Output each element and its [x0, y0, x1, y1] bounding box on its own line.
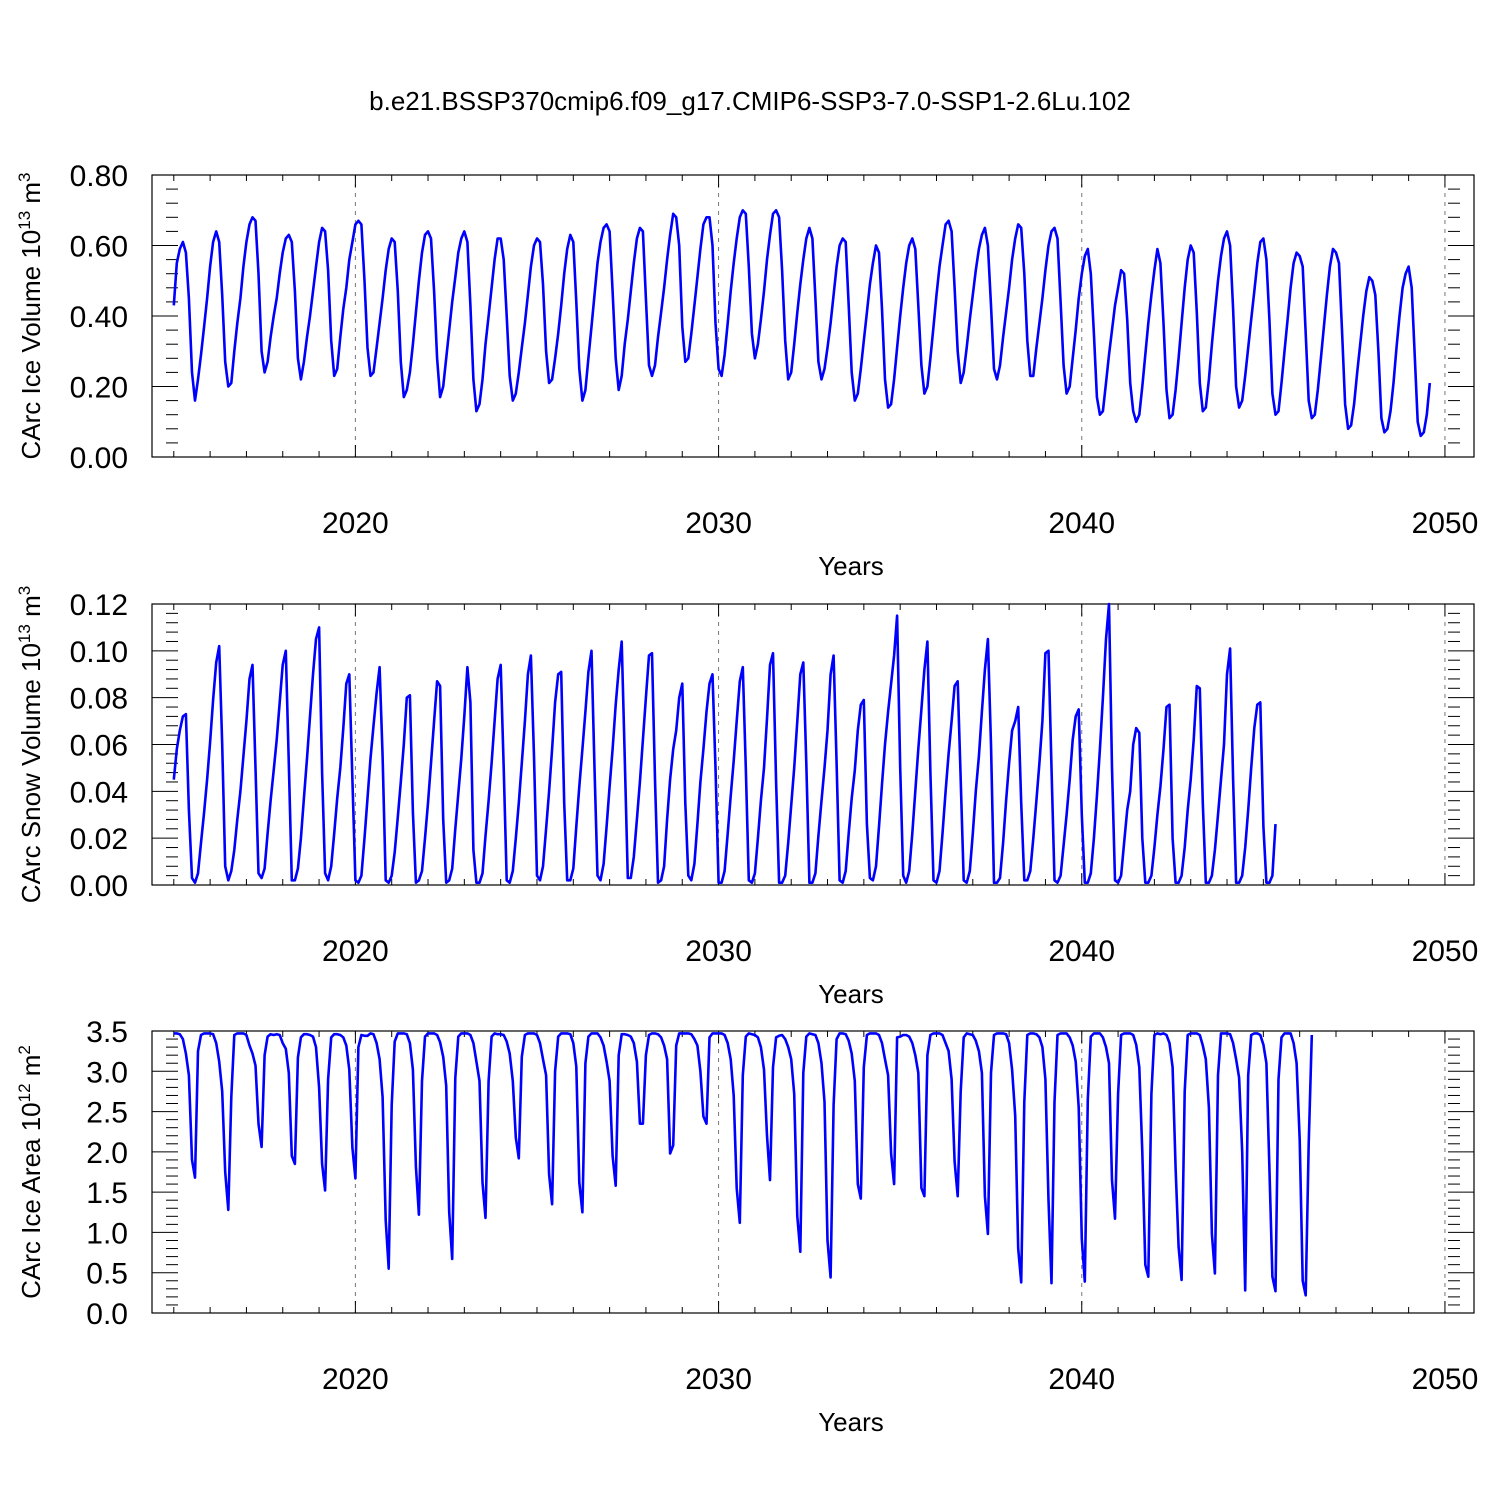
y-tick-label: 0.20 [70, 372, 128, 405]
y-tick-label: 1.0 [86, 1217, 128, 1250]
y-tick-label: 0.0 [86, 1298, 128, 1331]
y-tick-label: 0.00 [70, 442, 128, 475]
x-axis-label: Years [818, 1407, 884, 1437]
y-axis-label-exponent: 3 [15, 172, 34, 181]
y-tick-label: 0.06 [70, 730, 128, 763]
x-axis-label: Years [818, 979, 884, 1009]
y-tick-label: 0.08 [70, 683, 128, 716]
y-axis-label-text: CArc Snow Volume 10 [16, 643, 46, 903]
y-axis-label-exponent: 13 [15, 211, 34, 230]
panel-3: 2020 2030 2040 2050 Years 0.0 0.5 1.0 1.5 2.0 2.5 3… [15, 1016, 1478, 1437]
y-axis-label-exponent: 2 [15, 1045, 34, 1054]
x-axis-label: Years [818, 551, 884, 581]
series-line-1 [172, 209, 1432, 438]
y-tick-label: 0.12 [70, 589, 128, 622]
x-tick-label: 2050 [1412, 935, 1479, 968]
y-tick-label: 2.5 [86, 1097, 128, 1130]
x-tick-label: 2040 [1048, 507, 1115, 540]
y-tick-label: 3.0 [86, 1056, 128, 1089]
y-axis-label-text: m [16, 1055, 46, 1084]
x-tick-label: 2030 [685, 935, 752, 968]
series-line-1 [173, 1032, 1314, 1297]
y-axis-label-exponent: 12 [15, 1083, 34, 1102]
y-axis-label-text: CArc Ice Volume 10 [16, 230, 46, 460]
y-tick-label: 0.5 [86, 1258, 128, 1291]
x-tick-label: 2050 [1412, 1363, 1479, 1396]
y-tick-label: 0.02 [70, 823, 128, 856]
y-tick-label: 0.40 [70, 301, 128, 334]
y-axis-label-exponent: 13 [15, 624, 34, 643]
y-tick-label: 3.5 [86, 1016, 128, 1049]
y-tick-label: 0.00 [70, 870, 128, 903]
y-tick-label: 0.04 [70, 776, 128, 809]
plot-frame [151, 1030, 1475, 1314]
y-tick-label: 0.60 [70, 231, 128, 264]
y-tick-label: 0.10 [70, 636, 128, 669]
y-tick-label: 0.80 [70, 160, 128, 193]
y-axis-label-exponent: 3 [15, 586, 34, 595]
y-axis-label: CArc Ice Area 1012 m2 [15, 1045, 46, 1299]
y-tick-label: 2.0 [86, 1137, 128, 1170]
panel-1: 2020 2030 2040 2050 Years 0.00 0.20 0.40 0.60 0.8… [15, 160, 1478, 581]
x-tick-label: 2040 [1048, 1363, 1115, 1396]
series-line-1 [172, 602, 1277, 884]
x-tick-label: 2020 [322, 1363, 389, 1396]
x-tick-label: 2050 [1412, 507, 1479, 540]
panel-2: 2020 2030 2040 2050 Years 0.00 0.02 0.04 0.06 0.0… [15, 586, 1478, 1009]
y-axis-label-text: CArc Ice Area 10 [16, 1102, 46, 1299]
y-axis-label: CArc Ice Volume 1013 m3 [15, 172, 46, 459]
x-tick-label: 2020 [322, 507, 389, 540]
x-tick-label: 2030 [685, 507, 752, 540]
figure-title: b.e21.BSSP370cmip6.f09_g17.CMIP6-SSP3-7.… [369, 86, 1131, 116]
x-tick-label: 2020 [322, 935, 389, 968]
y-tick-label: 1.5 [86, 1177, 128, 1210]
x-tick-label: 2040 [1048, 935, 1115, 968]
y-axis-label-text: m [16, 595, 46, 624]
x-tick-label: 2030 [685, 1363, 752, 1396]
y-axis-label-text: m [16, 182, 46, 211]
y-axis-label: CArc Snow Volume 1013 m3 [15, 586, 46, 903]
